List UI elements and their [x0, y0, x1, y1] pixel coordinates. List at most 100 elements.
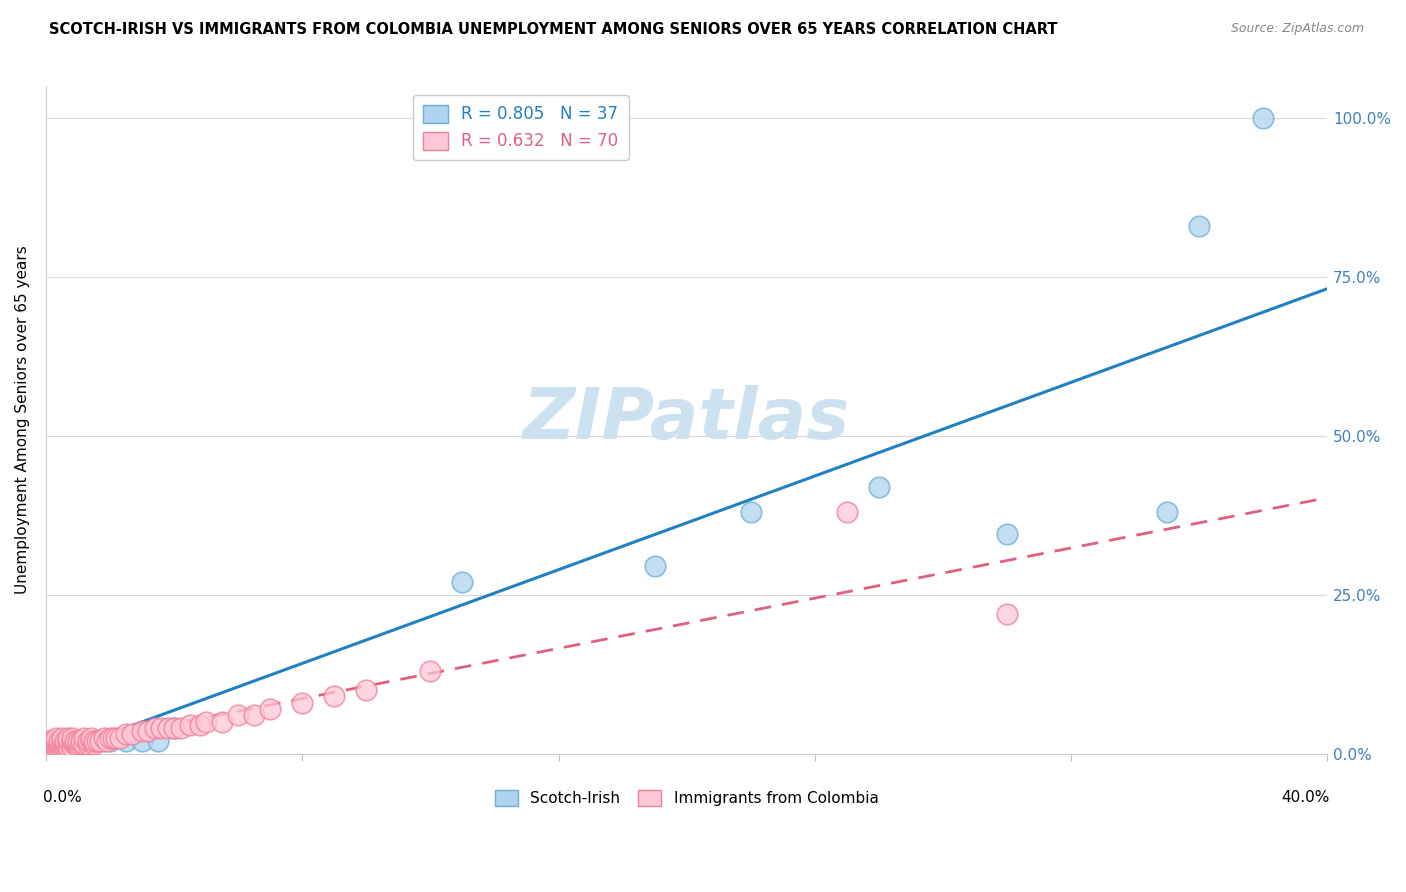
- Point: [115, 727, 138, 741]
- Point: [131, 734, 153, 748]
- Point: [48, 734, 70, 748]
- Point: [41, 740, 63, 755]
- Point: [83, 734, 105, 748]
- Point: [60, 734, 83, 748]
- Point: [98, 731, 121, 745]
- Point: [121, 727, 143, 741]
- Point: [63, 737, 86, 751]
- Point: [83, 737, 105, 751]
- Point: [73, 737, 96, 751]
- Point: [644, 559, 666, 574]
- Legend: Scotch-Irish, Immigrants from Colombia: Scotch-Irish, Immigrants from Colombia: [489, 784, 884, 813]
- Point: [41, 740, 63, 755]
- Point: [80, 734, 103, 748]
- Point: [243, 708, 266, 723]
- Point: [53, 737, 76, 751]
- Point: [259, 702, 281, 716]
- Point: [103, 731, 125, 745]
- Point: [163, 721, 186, 735]
- Point: [70, 734, 93, 748]
- Point: [80, 731, 103, 745]
- Point: [70, 734, 93, 748]
- Point: [98, 734, 121, 748]
- Point: [150, 721, 173, 735]
- Point: [48, 737, 70, 751]
- Point: [45, 737, 67, 751]
- Point: [45, 731, 67, 745]
- Point: [356, 683, 378, 698]
- Point: [63, 734, 86, 748]
- Point: [323, 690, 346, 704]
- Point: [63, 734, 86, 748]
- Point: [60, 734, 83, 748]
- Point: [76, 734, 98, 748]
- Point: [93, 734, 115, 748]
- Point: [51, 740, 73, 755]
- Point: [169, 721, 191, 735]
- Point: [53, 734, 76, 748]
- Point: [60, 737, 83, 751]
- Point: [48, 737, 70, 751]
- Point: [66, 740, 89, 755]
- Point: [995, 527, 1018, 541]
- Point: [86, 734, 108, 748]
- Point: [38, 740, 60, 755]
- Point: [73, 737, 96, 751]
- Point: [70, 737, 93, 751]
- Point: [51, 731, 73, 745]
- Point: [89, 734, 111, 748]
- Point: [41, 734, 63, 748]
- Point: [66, 737, 89, 751]
- Point: [226, 708, 249, 723]
- Point: [41, 734, 63, 748]
- Point: [93, 731, 115, 745]
- Point: [45, 740, 67, 755]
- Point: [53, 740, 76, 755]
- Point: [76, 737, 98, 751]
- Point: [58, 737, 80, 751]
- Point: [740, 505, 762, 519]
- Point: [163, 721, 186, 735]
- Text: SCOTCH-IRISH VS IMMIGRANTS FROM COLOMBIA UNEMPLOYMENT AMONG SENIORS OVER 65 YEAR: SCOTCH-IRISH VS IMMIGRANTS FROM COLOMBIA…: [49, 22, 1057, 37]
- Point: [45, 734, 67, 748]
- Point: [868, 480, 890, 494]
- Point: [131, 724, 153, 739]
- Point: [58, 731, 80, 745]
- Point: [48, 734, 70, 748]
- Point: [45, 734, 67, 748]
- Point: [835, 505, 858, 519]
- Text: 0.0%: 0.0%: [44, 790, 82, 805]
- Point: [53, 737, 76, 751]
- Point: [105, 731, 128, 745]
- Point: [60, 740, 83, 755]
- Point: [96, 734, 118, 748]
- Point: [73, 731, 96, 745]
- Point: [58, 740, 80, 755]
- Point: [1156, 505, 1178, 519]
- Point: [80, 734, 103, 748]
- Point: [143, 721, 166, 735]
- Point: [58, 734, 80, 748]
- Point: [53, 734, 76, 748]
- Point: [38, 740, 60, 755]
- Point: [179, 718, 201, 732]
- Point: [291, 696, 314, 710]
- Y-axis label: Unemployment Among Seniors over 65 years: Unemployment Among Seniors over 65 years: [15, 245, 30, 594]
- Point: [156, 721, 179, 735]
- Point: [146, 734, 169, 748]
- Point: [115, 734, 138, 748]
- Point: [188, 718, 211, 732]
- Point: [995, 607, 1018, 621]
- Point: [83, 734, 105, 748]
- Point: [48, 740, 70, 755]
- Point: [41, 737, 63, 751]
- Point: [108, 731, 131, 745]
- Point: [195, 714, 218, 729]
- Point: [38, 734, 60, 748]
- Text: 40.0%: 40.0%: [1282, 790, 1330, 805]
- Point: [138, 724, 160, 739]
- Point: [66, 737, 89, 751]
- Point: [51, 734, 73, 748]
- Point: [1253, 111, 1275, 125]
- Point: [451, 574, 474, 589]
